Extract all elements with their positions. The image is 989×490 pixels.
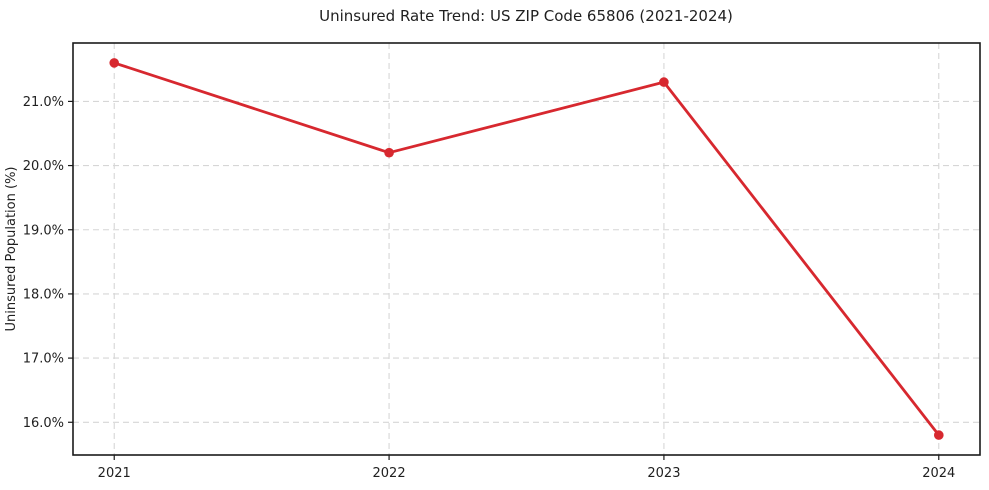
trend-line (112, 61, 941, 437)
trend-series (109, 58, 944, 440)
data-point-2023 (659, 77, 669, 87)
data-point-2021 (109, 58, 119, 68)
y-tick-label: 18.0% (23, 287, 64, 302)
y-axis-label: Uninsured Population (%) (4, 167, 19, 332)
x-tick-label: 2021 (98, 466, 131, 481)
tick-labels: 2021 2022 2023 2024 16.0% 17.0% 18.0% 19.0% 20.0… (23, 95, 956, 481)
x-tick-label: 2024 (922, 466, 955, 481)
axes (68, 42, 981, 460)
y-tick-label: 20.0% (23, 159, 64, 174)
y-tick-label: 19.0% (23, 223, 64, 238)
chart-title: Uninsured Rate Trend: US ZIP Code 65806 … (319, 7, 733, 25)
plot-border (72, 42, 981, 456)
y-tick-label: 16.0% (23, 416, 64, 431)
y-tick-label: 21.0% (23, 95, 64, 110)
x-tick-label: 2023 (647, 466, 680, 481)
x-tick-label: 2022 (373, 466, 406, 481)
data-point-2022 (384, 147, 394, 158)
data-point-2024 (934, 430, 944, 440)
y-tick-label: 17.0% (23, 352, 64, 367)
gridlines (73, 43, 980, 455)
